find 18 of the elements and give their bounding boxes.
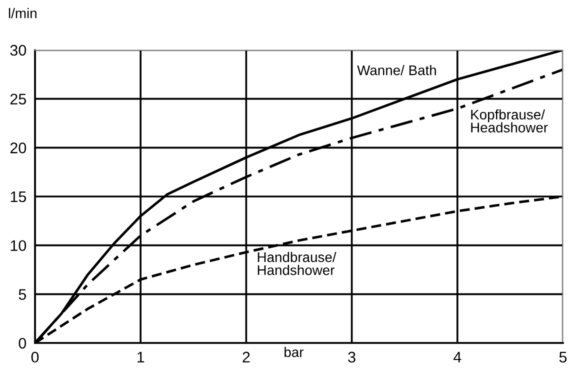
y-tick-label: 15 bbox=[10, 192, 26, 202]
x-axis-title: bar bbox=[284, 346, 304, 358]
x-tick-label: 3 bbox=[348, 352, 356, 363]
series-label: Handbrause/ Handshower bbox=[258, 252, 336, 276]
y-tick-label: 10 bbox=[10, 240, 26, 252]
x-tick-label: 5 bbox=[559, 352, 567, 363]
x-tick-label: 0 bbox=[31, 352, 39, 363]
series-label: Wanne/ Bath bbox=[357, 65, 436, 76]
x-tick-label: 4 bbox=[454, 352, 462, 362]
y-axis-title: l/min bbox=[8, 8, 36, 18]
y-tick-label: 5 bbox=[18, 289, 26, 300]
y-tick-label: 25 bbox=[10, 94, 26, 105]
x-tick-label: 2 bbox=[242, 352, 250, 362]
y-tick-label: 0 bbox=[18, 338, 26, 349]
x-tick-label: 1 bbox=[138, 352, 144, 362]
y-tick-label: 30 bbox=[10, 44, 26, 56]
series-label: Kopfbrause/ Headshower bbox=[471, 109, 548, 132]
y-tick-label: 20 bbox=[10, 142, 26, 154]
